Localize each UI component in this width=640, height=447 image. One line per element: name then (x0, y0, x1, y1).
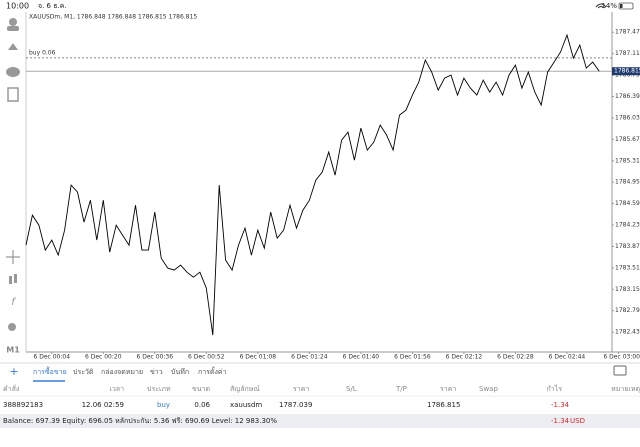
x-tick-label: 6 Dec 03:00 (603, 354, 640, 361)
x-tick-label: 6 Dec 01:24 (291, 354, 328, 361)
y-tick-label: 1783.870 (615, 243, 640, 250)
tab[interactable]: การซื้อขาย (33, 365, 67, 376)
cell-time: 12.06 02:59 (82, 401, 124, 409)
column-header: หมายเหตุ (611, 385, 640, 393)
order-label: buy 0.06 (29, 49, 56, 56)
column-header: กำไร (547, 384, 563, 393)
cell-type: buy (157, 401, 170, 409)
x-tick-label: 6 Dec 00:20 (85, 354, 122, 361)
column-header: คำสั่ง (3, 384, 19, 393)
icon-account-body (7, 26, 19, 31)
column-header: ราคา (440, 385, 456, 393)
y-tick-label: 1784.590 (615, 200, 640, 207)
battery-icon (618, 2, 634, 10)
x-tick-label: 6 Dec 00:36 (137, 354, 174, 361)
column-header: ขนาด (192, 385, 210, 393)
toolbar: f (6, 18, 20, 331)
y-tick-label: 1786.390 (615, 93, 640, 100)
cell-profit: -1.34 (551, 401, 570, 409)
y-tick-label: 1785.670 (615, 136, 640, 143)
cell-order: 388892183 (3, 401, 43, 409)
icon-objects[interactable] (8, 323, 16, 331)
x-tick-label: 6 Dec 00:04 (33, 354, 70, 361)
footer-summary: Balance: 697.39 Equity: 696.05 หลักประกั… (3, 417, 277, 425)
icon-trade[interactable] (8, 43, 18, 50)
footer-currency: USD (570, 417, 585, 425)
column-header: Swap (479, 385, 498, 393)
tab[interactable]: บันทึก (171, 367, 189, 376)
status-date: จ. 6 ธ.ค. (38, 2, 67, 10)
icon-candles[interactable] (9, 276, 12, 284)
tab[interactable]: ประวัติ (73, 368, 94, 376)
icon-chat[interactable] (6, 67, 20, 77)
column-header: ประเภท (147, 385, 171, 393)
current-price: 1786.815 (614, 68, 640, 75)
icon-candles-2 (14, 274, 17, 283)
tab[interactable]: ข่าว (150, 368, 163, 376)
y-tick-label: 1785.310 (615, 157, 640, 164)
cell-price: 1786.815 (427, 401, 460, 409)
y-tick-label: 1783.510 (615, 264, 640, 271)
battery-level (620, 4, 623, 8)
timeframe[interactable]: M1 (6, 346, 20, 355)
x-tick-label: 6 Dec 01:08 (240, 354, 277, 361)
cell-symbol: xauusdm (230, 401, 262, 409)
y-tick-label: 1782.790 (615, 307, 640, 314)
y-tick-label: 1787.110 (615, 50, 640, 57)
footer-bar (0, 414, 640, 428)
column-header: เวลา (109, 385, 124, 393)
y-tick-label: 1786.030 (615, 114, 640, 121)
x-tick-label: 6 Dec 00:52 (188, 354, 225, 361)
column-header: สัญลักษณ์ (230, 385, 260, 393)
icon-account[interactable] (9, 18, 17, 26)
column-header: S/L (346, 385, 357, 393)
chart-title: XAUUSDm, M1, 1786.848 1786.848 1786.815 … (29, 14, 197, 21)
add-button[interactable]: + (9, 365, 18, 378)
y-tick-label: 1784.230 (615, 222, 640, 229)
column-header: T/P (395, 385, 407, 393)
price-box (612, 67, 640, 76)
cell-volume: 0.06 (194, 401, 210, 409)
layout-icon[interactable] (613, 365, 627, 376)
price-line (25, 33, 600, 336)
x-tick-label: 6 Dec 02:28 (497, 354, 534, 361)
y-tick-label: 1787.470 (615, 29, 640, 36)
status-time: 10:00 (6, 2, 29, 11)
icon-crosshair[interactable] (6, 250, 20, 264)
wifi-icon (595, 3, 607, 9)
tab[interactable]: กล่องจดหมาย (101, 368, 143, 376)
tab[interactable]: การตั้งค่า (198, 365, 227, 376)
x-tick-label: 6 Dec 02:12 (446, 354, 483, 361)
icon-indicator[interactable]: f (11, 297, 16, 308)
x-tick-label: 6 Dec 01:56 (394, 354, 431, 361)
icon-new[interactable] (7, 87, 19, 102)
column-header: ราคา (293, 385, 309, 393)
y-tick-label: 1783.150 (615, 286, 640, 293)
x-tick-label: 6 Dec 01:40 (343, 354, 380, 361)
cell-open-price: 1787.039 (279, 401, 312, 409)
x-tick-label: 6 Dec 02:44 (549, 354, 586, 361)
y-tick-label: 1784.950 (615, 179, 640, 186)
footer-profit: -1.34 (551, 417, 570, 425)
status-battery: 14% (601, 2, 617, 10)
y-tick-label: 1782.430 (615, 329, 640, 336)
